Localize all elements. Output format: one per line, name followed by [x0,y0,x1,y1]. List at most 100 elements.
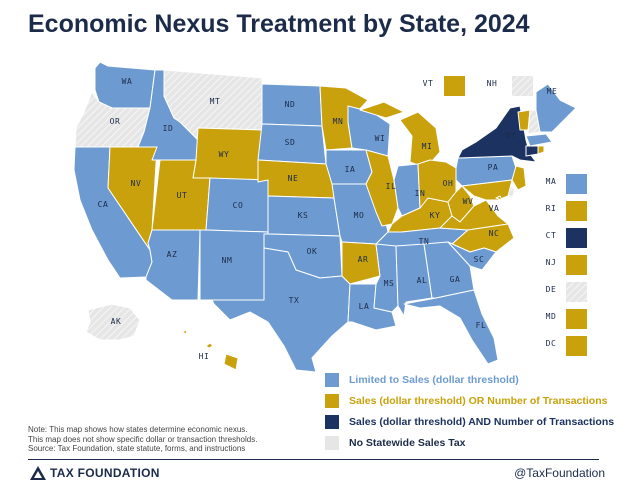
legend-item: Sales (dollar threshold) AND Number of T… [325,411,614,432]
state-label-ga: GA [450,275,461,284]
state-label-mo: MO [354,211,365,220]
small-state-label-ct: CT [546,231,557,240]
state-label-ok: OK [307,247,318,256]
state-label-ny: NY [506,131,517,140]
legend-label: Limited to Sales (dollar threshold) [349,373,519,386]
legend-swatch [325,393,339,408]
legend-swatch [325,414,339,429]
state-il [365,149,399,227]
state-label-nv: NV [131,179,142,188]
state-label-in: IN [415,189,426,198]
state-label-ca: CA [98,200,109,209]
small-state-label-dc: DC [546,339,557,348]
footer-divider [28,459,599,460]
state-label-tx: TX [289,296,300,305]
state-md [461,179,513,201]
small-state-swatch-nj [566,255,587,275]
small-state-swatch-de [566,282,587,302]
state-label-ut: UT [177,191,188,200]
state-label-me: ME [547,87,558,96]
legend: Limited to Sales (dollar threshold) Sales… [325,369,614,453]
state-label-il: IL [386,182,397,191]
state-label-sd: SD [285,138,296,147]
small-state-swatch-vt [444,76,465,96]
state-label-ak: AK [111,317,122,326]
state-label-nd: ND [285,100,296,109]
state-label-ms: MS [384,279,395,288]
small-state-swatch-dc [566,336,587,356]
map-title: Economic Nexus Treatment by State, 2024 [28,10,530,38]
small-state-label-vt: VT [423,79,434,88]
state-label-or: OR [110,117,121,126]
state-label-sc: SC [474,255,485,264]
state-label-fl: FL [476,321,487,330]
legend-label: Sales (dollar threshold) OR Number of Tr… [349,394,608,407]
state-label-co: CO [233,201,244,210]
small-state-label-ri: RI [546,204,557,213]
legend-swatch [325,435,339,450]
logo-icon [30,466,46,480]
state-label-tn: TN [419,237,430,246]
state-label-ia: IA [345,165,356,174]
state-label-hi: HI [199,352,210,361]
state-label-ks: KS [298,211,309,220]
source-note: Note: This map shows how states determin… [28,425,257,454]
legend-swatch [325,372,339,387]
state-ar [341,241,381,285]
note-line-1: Note: This map shows how states determin… [28,425,248,434]
legend-item: Limited to Sales (dollar threshold) [325,369,614,390]
small-state-label-md: MD [546,312,557,321]
small-state-swatch-ma [566,174,587,194]
state-label-wi: WI [375,134,386,143]
state-label-ar: AR [358,255,369,264]
note-line-2: This map does not show specific dollar o… [28,434,258,444]
state-label-la: LA [359,302,370,311]
small-state-swatch-ri [566,201,587,221]
state-tx [211,247,351,373]
state-ct [525,145,539,157]
state-nj [511,165,527,191]
state-label-ky: KY [430,211,441,220]
state-label-mn: MN [333,117,344,126]
tax-foundation-logo: TAX FOUNDATION [30,466,160,480]
state-ak [85,303,141,341]
state-ri [537,145,545,155]
legend-label: Sales (dollar threshold) AND Number of T… [349,415,615,428]
state-label-mi: MI [422,142,433,151]
labels-layer: WA OR CA NV ID MT WY UT AZ CO NM ND SD NE KS OK TX MN IA MO… [98,77,558,361]
state-label-al: AL [417,276,428,285]
state-label-pa: PA [488,163,499,172]
states-layer [73,61,577,373]
state-dc [495,195,503,201]
state-label-wa: WA [122,77,133,86]
state-label-wy: WY [219,150,230,159]
state-me [535,83,577,133]
state-label-az: AZ [167,250,178,259]
state-az [145,229,201,301]
state-sc [447,241,497,271]
legend-item: Sales (dollar threshold) OR Number of Tr… [325,390,614,411]
small-state-swatch-nh [512,76,533,96]
small-state-label-ma: MA [546,177,557,186]
note-line-3: Source: Tax Foundation, state statute, f… [28,444,246,454]
small-state-label-nj: NJ [546,258,557,267]
state-fl [403,289,499,365]
small-states-key: VT NH MA RI CT NJ DE MD DC [423,76,587,356]
legend-item: No Statewide Sales Tax [325,432,614,453]
small-state-swatch-md [566,309,587,329]
legend-label: No Statewide Sales Tax [349,436,466,449]
state-hi [181,329,239,371]
small-state-label-nh: NH [487,79,498,88]
state-label-id: ID [163,124,174,133]
small-state-swatch-ct [566,228,587,248]
state-label-mt: MT [210,97,221,106]
state-ma [525,133,553,147]
state-label-nc: NC [489,229,500,238]
twitter-handle: @TaxFoundation [514,466,605,480]
state-label-va: VA [489,204,500,213]
state-label-ne: NE [288,174,299,183]
state-nm [199,229,269,301]
small-state-label-de: DE [546,285,557,294]
org-name: TAX FOUNDATION [50,466,160,480]
